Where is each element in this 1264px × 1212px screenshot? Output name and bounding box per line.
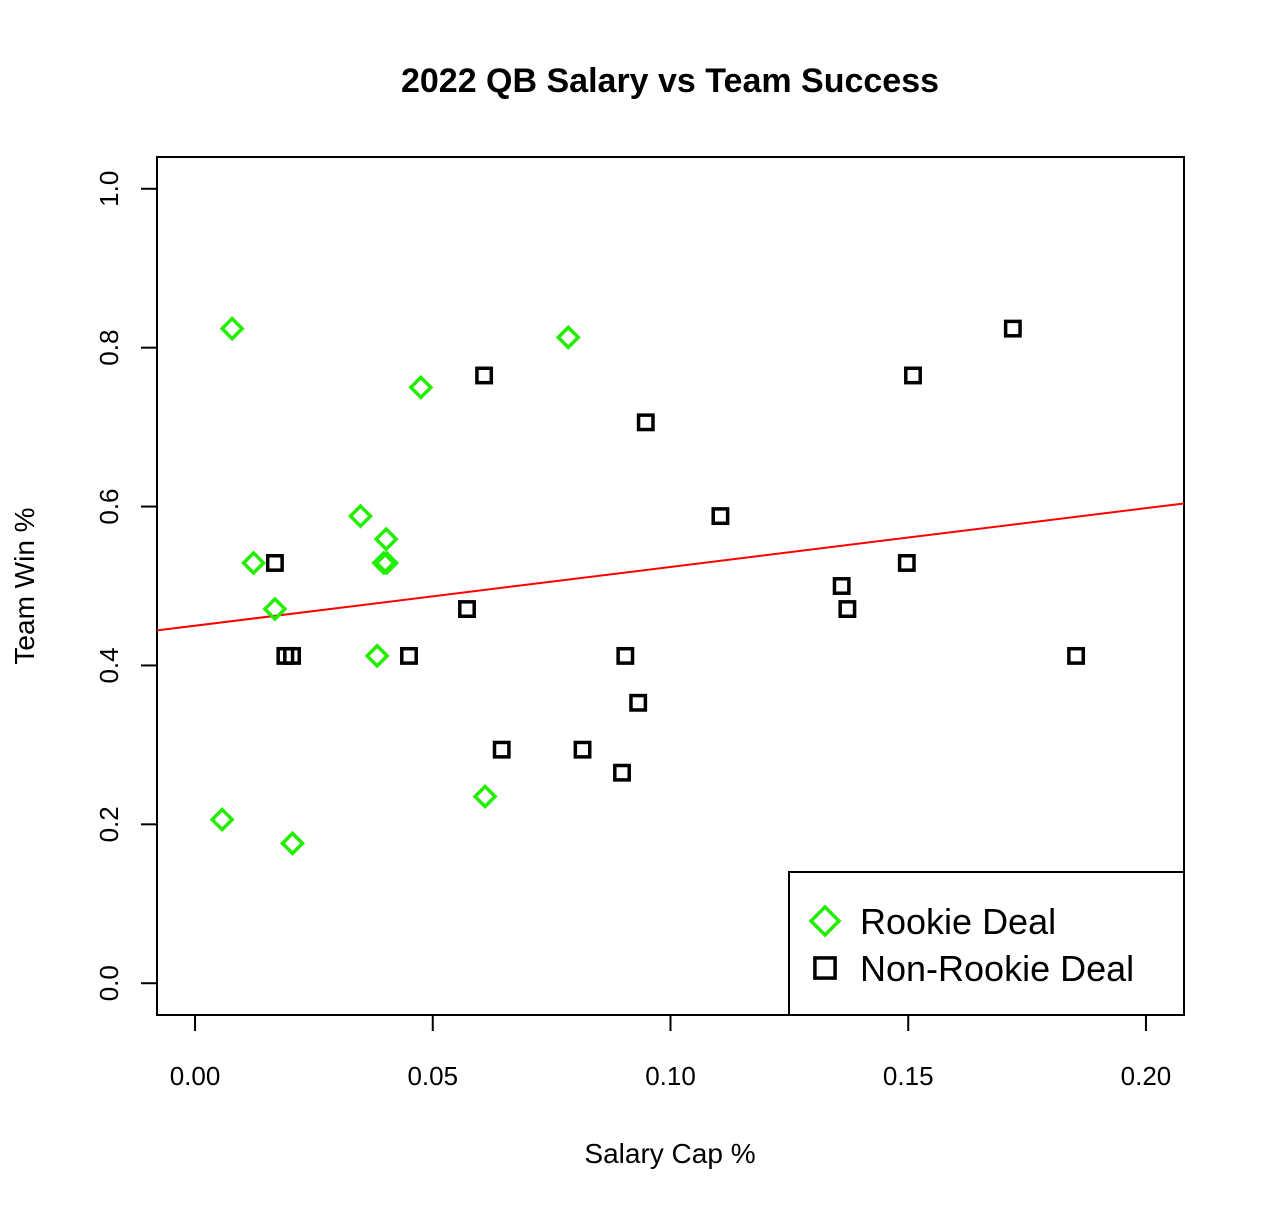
series-rookie-deal: [209, 316, 581, 856]
legend-label: Non-Rookie Deal: [860, 948, 1134, 989]
rookie-point: [374, 550, 400, 576]
non-rookie-point: [838, 600, 857, 618]
y-axis: 0.0 0.2 0.4 0.6 0.8 1.0: [94, 171, 158, 1001]
y-tick-label: 0.0: [94, 965, 124, 1001]
non-rookie-point: [636, 413, 655, 432]
rookie-point: [241, 550, 266, 576]
y-tick-label: 0.6: [94, 488, 124, 524]
rookie-point: [280, 830, 305, 856]
non-rookie-point: [283, 646, 301, 665]
x-tick-label: 0.10: [645, 1061, 696, 1091]
non-rookie-point: [400, 646, 418, 665]
x-tick-label: 0.15: [883, 1061, 934, 1091]
non-rookie-point: [629, 693, 648, 712]
non-rookie-point: [1003, 319, 1022, 338]
rookie-point: [373, 526, 399, 552]
legend-marker: [813, 956, 837, 980]
rookie-point: [262, 596, 288, 622]
legend-marker: [808, 904, 842, 938]
rookie-point: [364, 643, 390, 669]
trend-line: [157, 502, 1184, 632]
x-tick-label: 0.20: [1121, 1061, 1172, 1091]
non-rookie-point: [616, 646, 635, 665]
rookie-point: [219, 316, 245, 342]
trend-line-layer: [157, 502, 1184, 632]
x-axis-label: Salary Cap %: [584, 1138, 755, 1169]
non-rookie-point: [904, 366, 922, 385]
y-axis-label: Team Win %: [9, 507, 40, 664]
points-layer: [209, 316, 1086, 856]
chart-title: 2022 QB Salary vs Team Success: [401, 62, 939, 100]
rookie-point: [472, 784, 498, 810]
series-non-rookie-deal: [265, 319, 1086, 782]
non-rookie-point: [573, 740, 592, 759]
y-tick-label: 0.2: [94, 806, 124, 842]
rookie-point: [555, 324, 581, 350]
y-tick-label: 0.4: [94, 647, 124, 683]
non-rookie-point: [832, 577, 851, 595]
y-tick-label: 1.0: [94, 171, 124, 207]
non-rookie-point: [458, 600, 476, 618]
rookie-point: [408, 374, 434, 400]
x-axis: 0.00 0.05 0.10 0.15 0.20: [170, 1014, 1172, 1091]
rookie-point: [209, 807, 235, 833]
non-rookie-point: [897, 554, 916, 572]
non-rookie-point: [1067, 646, 1086, 665]
legend-label: Rookie Deal: [860, 901, 1056, 942]
x-tick-label: 0.00: [170, 1061, 221, 1091]
y-tick-label: 0.8: [94, 330, 124, 366]
rookie-point: [371, 550, 397, 576]
legend-box: [788, 871, 1185, 1016]
rookie-point: [348, 503, 373, 529]
non-rookie-point: [613, 763, 631, 782]
non-rookie-point: [475, 366, 494, 385]
legend: Rookie Deal Non-Rookie Deal: [788, 871, 1185, 1016]
non-rookie-point: [711, 507, 730, 526]
non-rookie-point: [265, 554, 284, 572]
non-rookie-point: [492, 740, 511, 759]
x-tick-label: 0.05: [407, 1061, 458, 1091]
